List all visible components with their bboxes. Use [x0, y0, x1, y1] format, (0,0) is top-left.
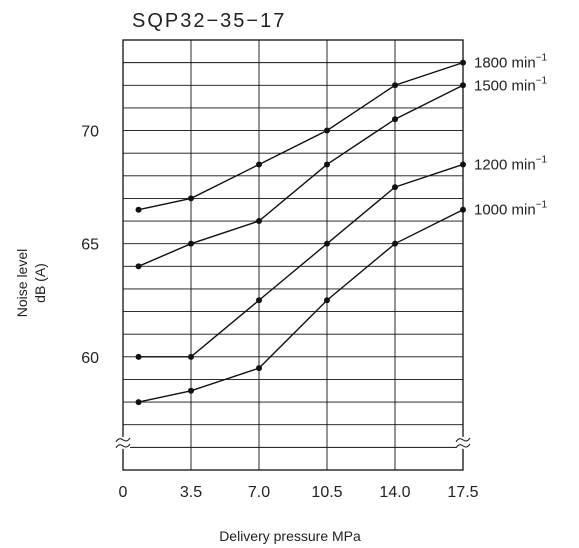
data-point [135, 206, 142, 213]
axis-break-mark [455, 443, 471, 449]
data-point [188, 353, 194, 360]
series-labels: 1800 min−1 1500 min−1 1200 min−1 1000 min−1 [474, 53, 548, 219]
series-line [138, 163, 464, 358]
y-tick-label: 60 [81, 350, 99, 367]
data-point [324, 127, 330, 134]
data-point [256, 365, 262, 372]
y-axis-label-line2: dB (A) [32, 263, 48, 303]
data-point [460, 59, 466, 66]
x-axis-label: Delivery pressure MPa [219, 528, 361, 544]
data-point [188, 240, 194, 247]
x-tick-label: 10.5 [311, 484, 342, 501]
x-tick-label: 17.5 [447, 484, 478, 501]
axis-break-gap [456, 436, 470, 449]
axis-break-gap [116, 436, 130, 449]
data-point [135, 399, 142, 406]
data-point [460, 206, 466, 213]
plot-frame [122, 39, 464, 471]
chart-title: SQP32−35−17 [132, 10, 286, 32]
data-point [135, 353, 142, 360]
data-point [324, 161, 330, 168]
data-point [256, 297, 262, 304]
axis-break-marks [115, 436, 471, 449]
series-label: 1200 min−1 [474, 154, 548, 173]
series-line [138, 61, 464, 211]
data-point [392, 184, 398, 191]
series-label: 1000 min−1 [474, 200, 548, 219]
data-point [324, 297, 330, 304]
axis-break-mark [455, 437, 471, 443]
y-tick-label: 70 [81, 124, 99, 141]
x-tick-label: 0 [119, 484, 128, 501]
y-axis-label-line1: Noise level [14, 249, 30, 317]
data-point [256, 161, 262, 168]
x-tick-label: 14.0 [379, 484, 410, 501]
series-label: 1800 min−1 [474, 53, 548, 72]
axis-break-mark [115, 437, 131, 443]
chart-series [135, 59, 466, 406]
data-point [392, 82, 398, 89]
axis-break-mark [115, 443, 131, 449]
x-tick-label: 3.5 [180, 484, 202, 501]
data-point [460, 82, 466, 89]
x-tick-labels: 0 3.5 7.0 10.5 14.0 17.5 [119, 484, 479, 501]
data-point [460, 161, 466, 168]
series-line [138, 84, 464, 267]
y-tick-labels: 60 65 70 [81, 124, 99, 367]
series-line [138, 209, 464, 403]
data-point [188, 195, 194, 202]
data-point [135, 263, 142, 270]
data-point [188, 387, 194, 394]
data-point [324, 240, 330, 247]
x-tick-label: 7.0 [248, 484, 270, 501]
data-point [392, 240, 398, 247]
data-point [392, 116, 398, 123]
chart-grid [122, 39, 464, 471]
y-tick-label: 65 [81, 237, 99, 254]
data-point [256, 218, 262, 225]
series-label: 1500 min−1 [474, 75, 548, 94]
